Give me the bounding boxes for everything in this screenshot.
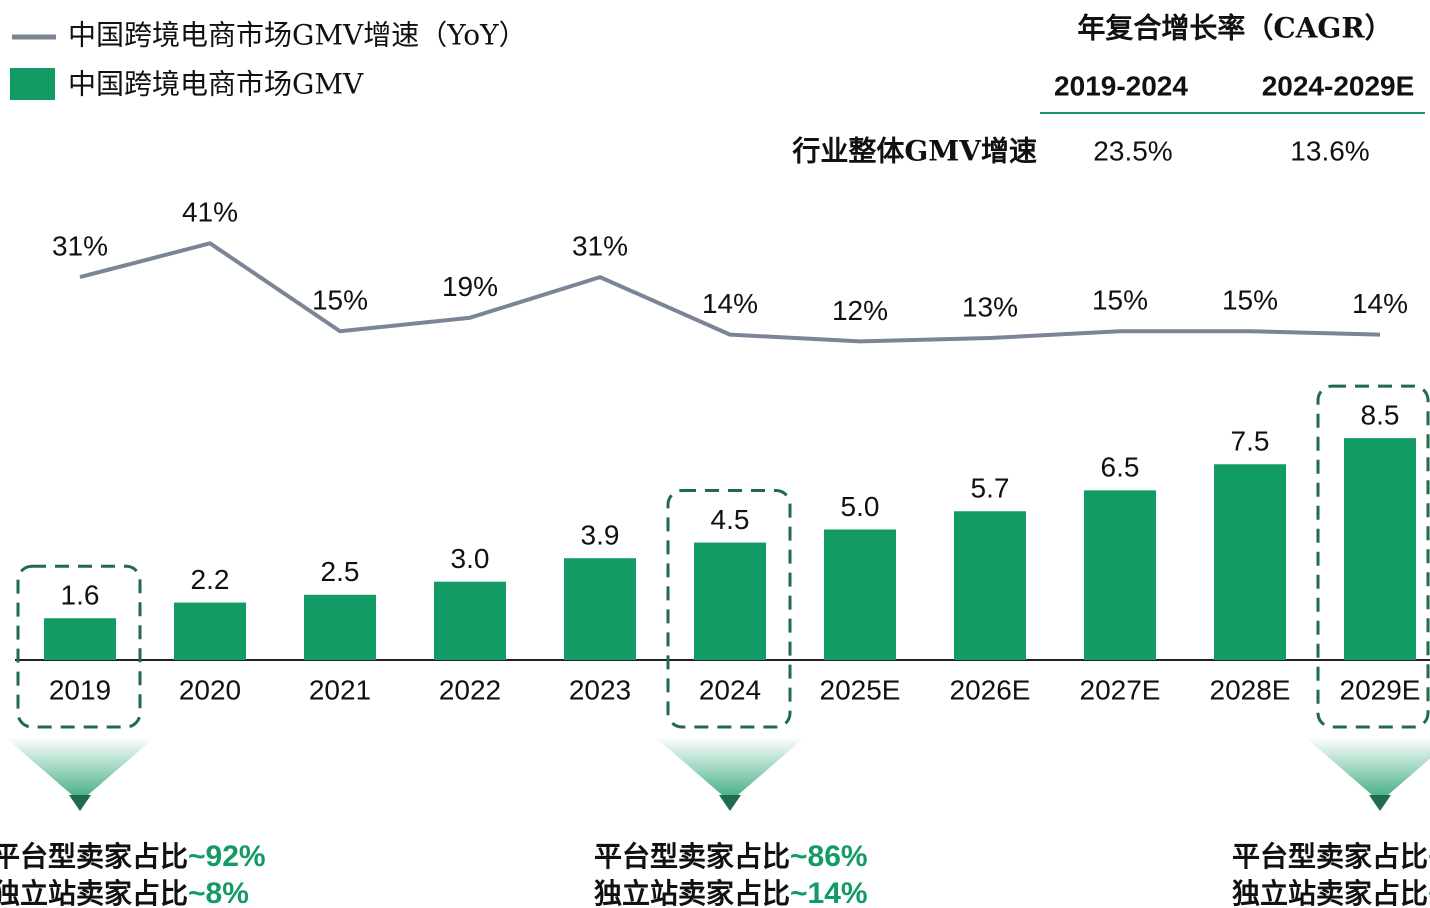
annotation-label: 独立站卖家占比 [594, 877, 790, 908]
annotation: 独立站卖家占比~14% [594, 877, 868, 908]
bar [304, 594, 376, 660]
cagr-title: 年复合增长率（CAGR） [1077, 12, 1392, 45]
bar-value-label: 1.6 [61, 580, 100, 611]
bar-value-label: 7.5 [1231, 426, 1270, 457]
bar-value-label: 8.5 [1361, 400, 1400, 431]
bar [1214, 464, 1286, 660]
bar [954, 511, 1026, 660]
bar [564, 558, 636, 660]
bar [694, 542, 766, 660]
line-value-label: 15% [1092, 285, 1148, 316]
line-value-label: 31% [572, 231, 628, 262]
x-tick-label: 2022 [439, 674, 501, 705]
bar [1084, 490, 1156, 660]
annotation-label: 独立站卖家占比 [0, 877, 188, 908]
arrow-fan [5, 737, 155, 795]
bar-value-label: 4.5 [711, 504, 750, 535]
cagr-row-label: 行业整体GMV增速 [791, 135, 1037, 168]
bar [1344, 438, 1416, 660]
line-value-label: 31% [52, 231, 108, 262]
legend-label: 中国跨境电商市场GMV [68, 68, 364, 101]
yoy-line [79, 241, 1381, 344]
bar-value-label: 3.9 [581, 520, 620, 551]
line-value-label: 14% [1352, 288, 1408, 319]
annotation: 平台型卖家占比~ [1232, 840, 1430, 873]
highlight-box [16, 564, 142, 729]
x-tick-label: 2019 [49, 674, 111, 705]
annotation-share: ~ [1428, 840, 1430, 873]
line-value-label: 14% [702, 288, 758, 319]
annotation-share: ~14% [790, 877, 868, 908]
x-tick-label: 2024 [699, 674, 761, 705]
bar [824, 529, 896, 660]
x-tick-label: 2025E [820, 674, 901, 705]
arrow-head [69, 795, 91, 811]
x-tick-label: 2027E [1080, 674, 1161, 705]
x-tick-label: 2023 [569, 674, 631, 705]
x-tick-label: 2026E [950, 674, 1031, 705]
arrow-head [1369, 795, 1391, 811]
annotation-share: ~86% [790, 840, 868, 873]
annotation-label: 平台型卖家占比 [0, 840, 188, 873]
cagr-value: 23.5% [1093, 135, 1172, 166]
annotation: 独立站卖家占比~ [1232, 877, 1430, 908]
bar-value-label: 5.7 [971, 473, 1010, 504]
arrow-head [719, 795, 741, 811]
bar-value-label: 6.5 [1101, 452, 1140, 483]
bar-value-label: 3.0 [451, 543, 490, 574]
line-value-label: 13% [962, 291, 1018, 322]
annotation-share: ~8% [188, 877, 249, 908]
cagr-column: 2024-2029E [1262, 70, 1415, 101]
x-tick-label: 2021 [309, 674, 371, 705]
arrow-fan [655, 737, 805, 795]
annotation: 独立站卖家占比~8% [0, 877, 249, 908]
legend-label: 中国跨境电商市场GMV增速（YoY） [68, 19, 527, 52]
bar [44, 618, 116, 660]
annotation: 平台型卖家占比~92% [0, 840, 266, 873]
annotation-label: 独立站卖家占比 [1232, 877, 1428, 908]
annotation: 平台型卖家占比~86% [594, 840, 868, 873]
bar [174, 602, 246, 660]
annotation-share: ~92% [188, 840, 266, 873]
x-tick-label: 2028E [1210, 674, 1291, 705]
bar [434, 581, 506, 660]
highlight-box [1316, 384, 1430, 729]
annotation-share: ~ [1428, 877, 1430, 908]
line-value-label: 19% [442, 271, 498, 302]
annotation-label: 平台型卖家占比 [594, 840, 790, 873]
line-value-label: 15% [1222, 285, 1278, 316]
line-value-label: 12% [832, 295, 888, 326]
highlight-box [666, 489, 792, 729]
cagr-column: 2019-2024 [1054, 70, 1188, 101]
bar-value-label: 2.2 [191, 564, 230, 595]
x-tick-label: 2029E [1340, 674, 1421, 705]
cagr-value: 13.6% [1290, 135, 1369, 166]
legend-bar-swatch [10, 68, 55, 100]
bar-value-label: 2.5 [321, 556, 360, 587]
arrow-fan [1305, 737, 1430, 795]
bar-value-label: 5.0 [841, 491, 880, 522]
x-tick-label: 2020 [179, 674, 241, 705]
annotation-label: 平台型卖家占比 [1232, 840, 1428, 873]
line-value-label: 15% [312, 285, 368, 316]
line-value-label: 41% [182, 197, 238, 228]
